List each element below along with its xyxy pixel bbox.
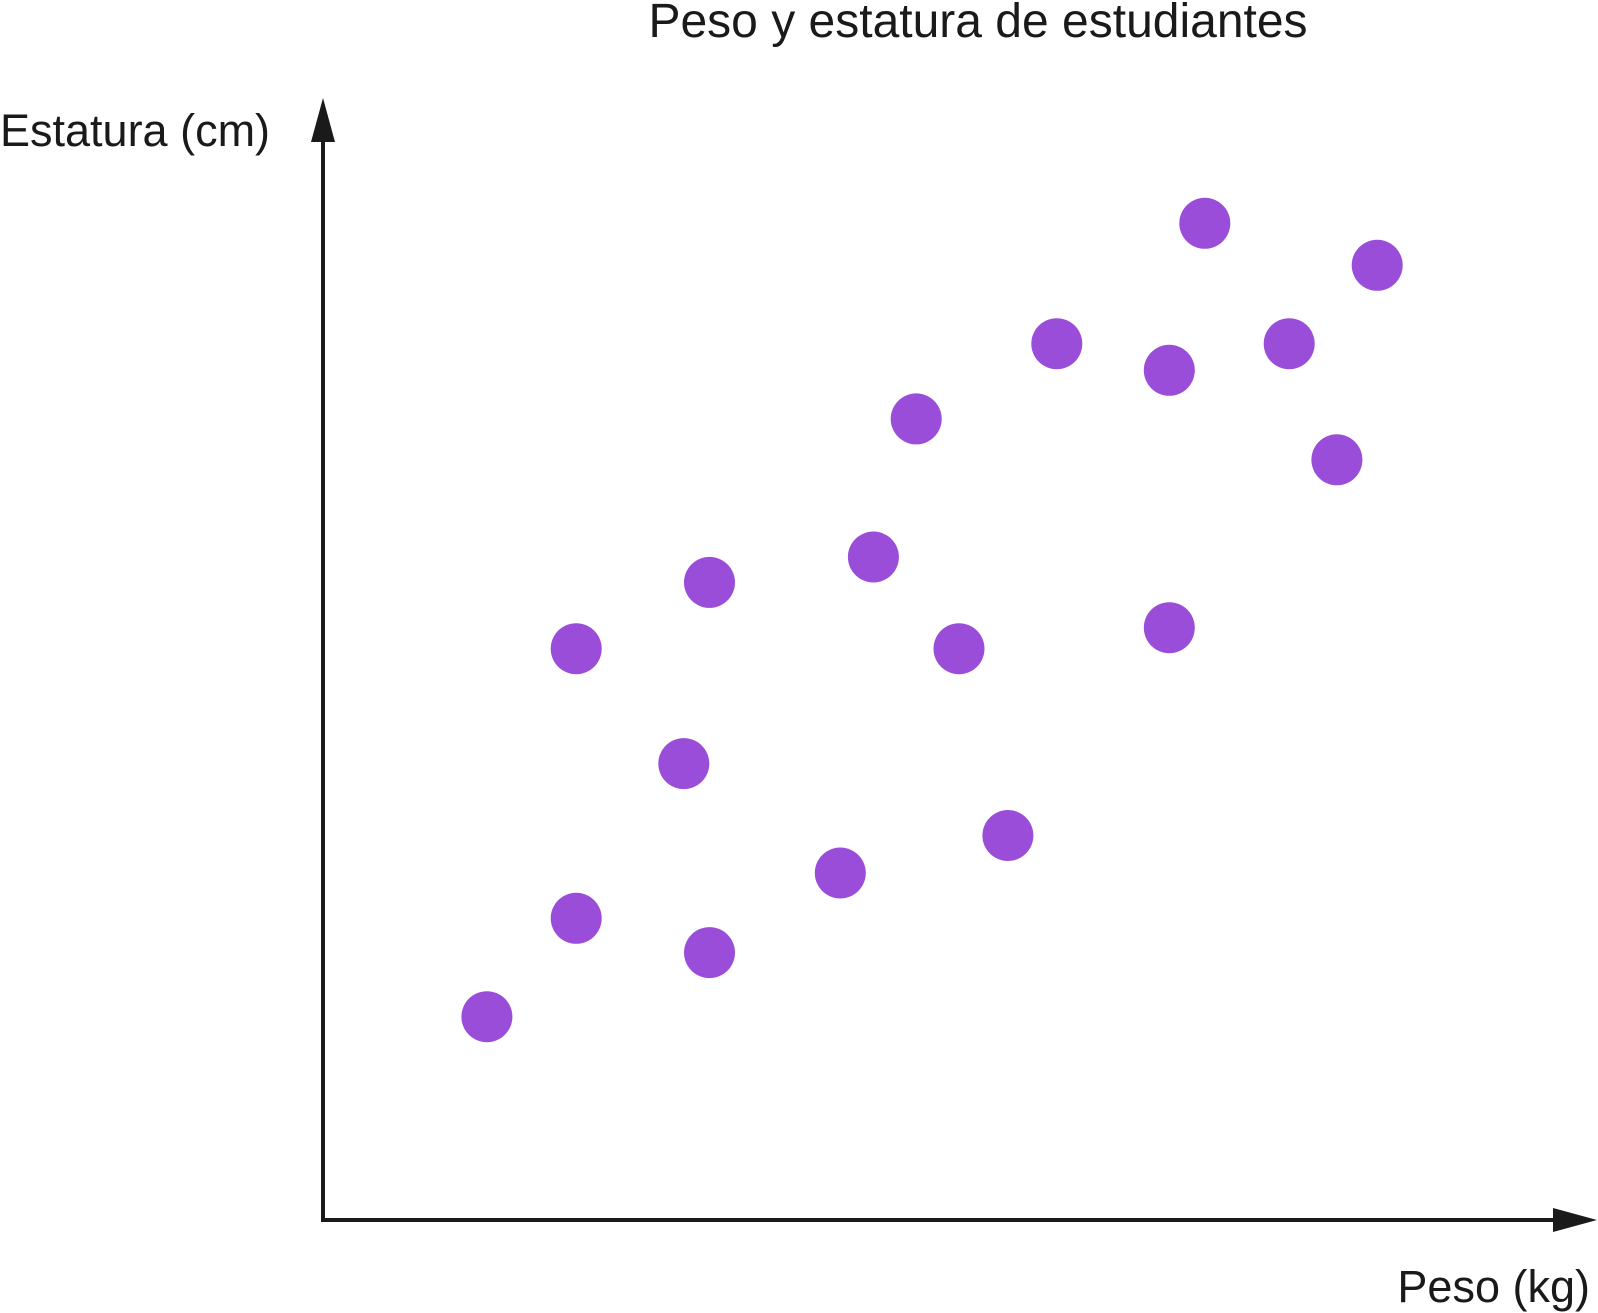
data-point-16 bbox=[1263, 318, 1315, 370]
data-point-9 bbox=[890, 393, 942, 445]
data-point-15 bbox=[1179, 197, 1231, 249]
y-axis-arrow bbox=[311, 98, 335, 142]
chart-title: Peso y estatura de estudiantes bbox=[648, 0, 1307, 48]
data-point-1 bbox=[461, 991, 513, 1043]
data-point-7 bbox=[814, 847, 866, 899]
data-point-8 bbox=[847, 531, 899, 583]
data-point-4 bbox=[658, 738, 710, 790]
x-axis-arrow bbox=[1553, 1208, 1597, 1232]
data-point-13 bbox=[1143, 602, 1195, 654]
data-point-18 bbox=[1351, 239, 1403, 291]
data-point-12 bbox=[1031, 318, 1083, 370]
data-point-2 bbox=[550, 892, 602, 944]
data-point-17 bbox=[1311, 434, 1363, 486]
data-point-3 bbox=[550, 623, 602, 675]
data-point-11 bbox=[982, 810, 1034, 861]
data-point-6 bbox=[684, 556, 735, 608]
x-axis-label: Peso (kg) bbox=[1397, 1261, 1590, 1312]
y-axis-label: Estatura (cm) bbox=[0, 105, 270, 156]
data-point-5 bbox=[684, 927, 735, 979]
data-point-10 bbox=[933, 623, 985, 675]
data-points bbox=[461, 197, 1403, 1043]
data-point-14 bbox=[1143, 344, 1195, 396]
